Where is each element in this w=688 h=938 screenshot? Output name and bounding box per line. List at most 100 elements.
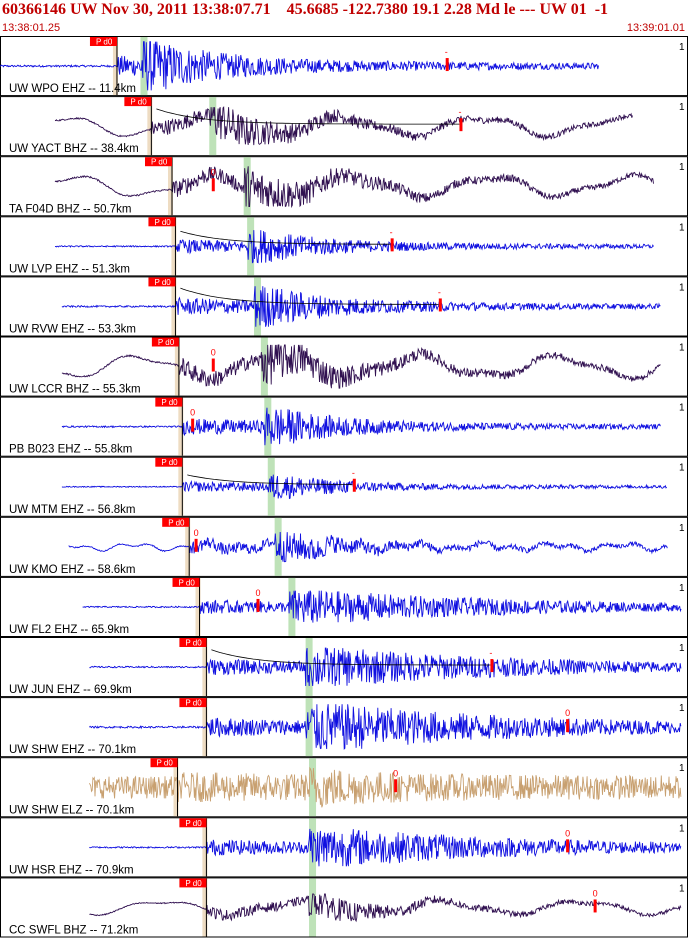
p-window-band: [202, 878, 208, 937]
scale-mark: 1: [679, 763, 685, 774]
amplitude-marker-label: 0: [393, 768, 398, 778]
amplitude-marker-label: 0: [211, 348, 216, 358]
waveform-uw-shw-ehz-70-1km: [89, 704, 682, 750]
waveform-uw-fl2-ehz-65-9km: [82, 590, 682, 623]
trace-panel-11[interactable]: P d0 - 1 UW JUN EHZ -- 69.9km: [0, 637, 688, 698]
p-pick-flag: [148, 277, 176, 287]
coda-curve: [156, 108, 460, 125]
s-window-band: [267, 457, 275, 516]
amplitude-marker-label: 0: [593, 888, 598, 898]
station-label-uw-fl2-ehz-65-9km: UW FL2 EHZ -- 65.9km: [9, 624, 129, 636]
p-window-band: [168, 157, 173, 216]
amplitude-marker-label: 0: [190, 408, 195, 418]
trace-panel-4[interactable]: P d0 - 1 UW LVP EHZ -- 51.3km: [0, 216, 688, 277]
scale-mark: 1: [679, 282, 685, 293]
scale-mark: 1: [679, 343, 685, 354]
trace-panel-12[interactable]: P d0 0 1 UW SHW EHZ -- 70.1km: [0, 697, 688, 758]
coda-curve: [180, 230, 391, 245]
trace-panel-6[interactable]: P d0 0 1 UW LCCR BHZ -- 55.3km: [0, 336, 688, 397]
p-pick-flag: [155, 397, 183, 407]
p-pick-flag: [155, 457, 183, 467]
scale-mark: 1: [679, 703, 685, 714]
s-window-band: [209, 97, 217, 156]
p-pick-flag: [179, 638, 207, 647]
trace-panel-9[interactable]: P d0 0 1 UW KMO EHZ -- 58.6km: [0, 516, 688, 577]
s-window-band: [247, 217, 255, 276]
amplitude-marker-label: -: [352, 468, 355, 478]
station-label-uw-jun-ehz-69-9km: UW JUN EHZ -- 69.9km: [9, 684, 132, 696]
p-pick-label: P d0: [154, 278, 171, 287]
p-pick-flag: [145, 157, 172, 167]
s-window-band: [305, 638, 313, 697]
station-label-uw-mtm-ehz-56-8km: UW MTM EHZ -- 56.8km: [9, 504, 136, 516]
scale-mark: 1: [679, 583, 685, 594]
p-pick-flag: [162, 517, 190, 527]
waveform-pb-b023-ehz-55-8km: [61, 407, 661, 446]
p-window-band: [174, 337, 180, 396]
trace-panel-1[interactable]: P d0 - 1 UW WPO EHZ -- 11.4km: [0, 36, 688, 97]
p-window-band: [147, 97, 153, 156]
trace-panel-10[interactable]: P d0 0 1 UW FL2 EHZ -- 65.9km: [0, 576, 688, 638]
trace-panel-2[interactable]: P d0 - 1 UW YACT BHZ -- 38.4km: [0, 96, 688, 157]
amplitude-marker: [256, 598, 260, 612]
amplitude-marker: [211, 178, 215, 192]
trace-panel-14[interactable]: P d0 0 1 UW HSR EHZ -- 70.9km: [0, 817, 688, 878]
p-pick-flag: [89, 37, 117, 46]
trace-panel-7[interactable]: P d0 0 1 PB B023 EHZ -- 55.8km: [0, 396, 688, 457]
scale-mark: 1: [679, 823, 685, 834]
p-window-band: [173, 758, 179, 817]
station-label-uw-wpo-ehz-11-4km: UW WPO EHZ -- 11.4km: [9, 83, 136, 95]
amplitude-marker-label: -: [445, 47, 448, 57]
amplitude-marker-label: -: [438, 287, 441, 297]
p-pick-label: P d0: [185, 639, 202, 648]
waveform-ta-f04d-bhz-50-7km: [54, 166, 654, 209]
coda-curve: [187, 474, 353, 485]
waveform-uw-lccr-bhz-55-3km: [61, 344, 661, 389]
trace-panel-3[interactable]: P d0 0 1 TA F04D BHZ -- 50.7km: [0, 156, 688, 217]
station-label-uw-kmo-ehz-58-6km: UW KMO EHZ -- 58.6km: [9, 564, 136, 576]
waveform-uw-mtm-ehz-56-8km: [61, 474, 668, 500]
scale-mark: 1: [679, 403, 685, 414]
seismogram-traces[interactable]: P d0 - 1 UW WPO EHZ -- 11.4km P d0 - 1 UW YACT …: [0, 36, 688, 938]
scale-mark: 1: [679, 222, 685, 233]
p-pick-flag: [179, 878, 207, 888]
p-pick-label: P d0: [161, 398, 178, 407]
p-pick-label: P d0: [185, 699, 202, 708]
trace-panel-15[interactable]: P d0 0 1 CC SWFL BHZ -- 71.2km: [0, 877, 688, 938]
station-label-cc-swfl-bhz-71-2km: CC SWFL BHZ -- 71.2km: [9, 925, 138, 937]
station-label-uw-rvw-ehz-53-3km: UW RVW EHZ -- 53.3km: [9, 324, 136, 336]
amplitude-marker-label: 0: [565, 828, 570, 838]
trace-panel-5[interactable]: P d0 - 1 UW RVW EHZ -- 53.3km: [0, 276, 688, 337]
station-label-uw-yact-bhz-38-4km: UW YACT BHZ -- 38.4km: [9, 143, 139, 155]
station-label-uw-lvp-ehz-51-3km: UW LVP EHZ -- 51.3km: [9, 263, 130, 275]
amplitude-marker: [459, 118, 463, 132]
seismogram-header: 60366146 UW Nov 30, 2011 13:38:07.71 45.…: [0, 0, 688, 36]
s-window-band: [274, 517, 282, 576]
coda-curve: [211, 649, 491, 666]
trace-panel-8[interactable]: P d0 - 1 UW MTM EHZ -- 56.8km: [0, 456, 688, 517]
station-label-uw-shw-ehz-70-1km: UW SHW EHZ -- 70.1km: [9, 744, 136, 756]
amplitude-marker-label: 0: [211, 167, 216, 177]
scale-mark: 1: [679, 42, 685, 53]
waveform-uw-shw-elz-70-1km: [89, 766, 682, 808]
event-title: 60366146 UW Nov 30, 2011 13:38:07.71 45.…: [2, 1, 609, 18]
amplitude-marker: [390, 238, 394, 252]
station-label-uw-shw-elz-70-1km: UW SHW ELZ -- 70.1km: [9, 804, 134, 816]
waveform-uw-yact-bhz-38-4km: [54, 106, 633, 146]
scale-mark: 1: [679, 883, 685, 894]
p-pick-label: P d0: [168, 518, 185, 527]
scale-mark: 1: [679, 643, 685, 654]
waveform-cc-swfl-bhz-71-2km: [89, 893, 682, 923]
trace-panel-13[interactable]: P d0 0 1 UW SHW ELZ -- 70.1km: [0, 757, 688, 818]
amplitude-marker: [490, 659, 494, 673]
time-start-label: 13:38:01.25: [2, 22, 61, 34]
s-window-band: [288, 577, 296, 636]
p-pick-label: P d0: [130, 98, 147, 107]
amplitude-marker: [191, 418, 195, 432]
amplitude-marker: [394, 779, 398, 793]
p-pick-label: P d0: [157, 759, 174, 768]
waveform-uw-wpo-ehz-11-4km: [0, 41, 599, 91]
p-pick-label: P d0: [179, 578, 196, 587]
s-window-band: [309, 818, 317, 877]
s-window-band: [140, 37, 148, 96]
